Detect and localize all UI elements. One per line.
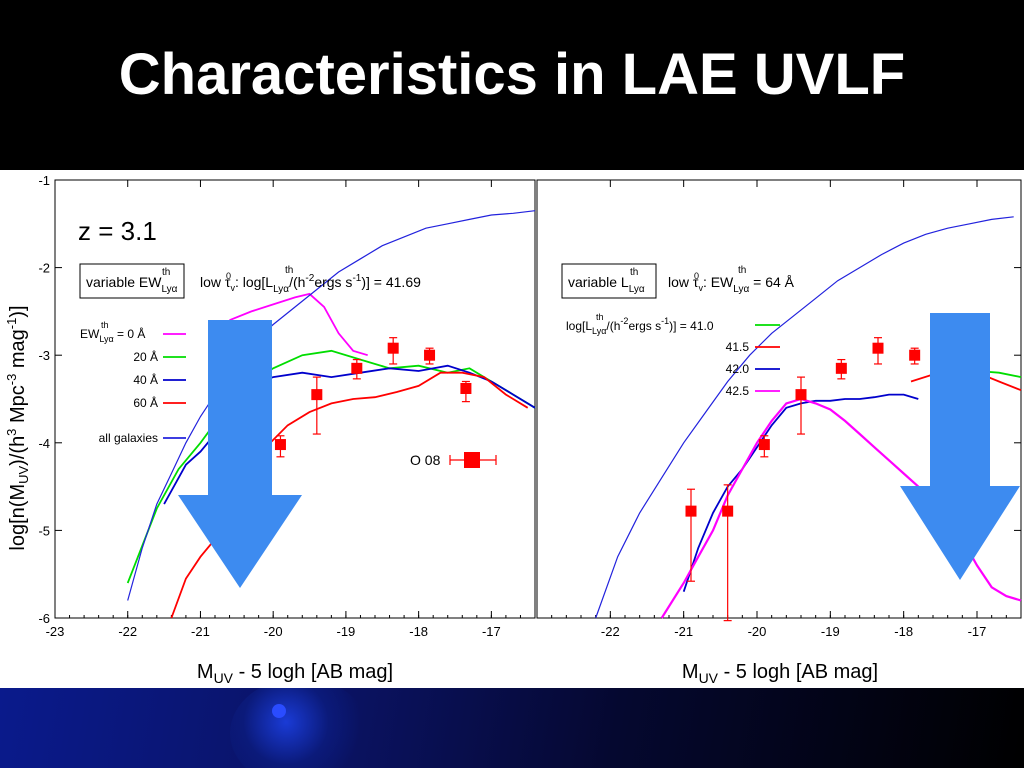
x-tick-label: -23 — [46, 624, 65, 639]
left-series-group — [126, 210, 536, 619]
x-tick-label: -19 — [337, 624, 356, 639]
right-annotation: low τv: EWLyα = 64 Å — [668, 274, 795, 295]
slide-title: Characteristics in LAE UVLF — [118, 42, 906, 107]
left-plot-frame — [54, 179, 536, 619]
left-variable-box-label: variable EWLyα — [86, 274, 178, 295]
right-plot-frame — [536, 179, 1022, 619]
legend-label: 20 Å — [133, 349, 158, 364]
legend-label: 42.0 — [726, 362, 750, 376]
right-variable-box-label: variable LLyα — [568, 274, 645, 295]
obs-marker — [909, 349, 921, 361]
series-line — [229, 292, 368, 357]
left-legend-header-sup: th — [101, 320, 109, 330]
x-tick-label: -20 — [748, 624, 767, 639]
left-variable-box — [79, 263, 185, 299]
y-tick-label: -6 — [38, 611, 50, 626]
legend-label: 42.5 — [726, 384, 750, 398]
obs-marker — [795, 389, 807, 401]
y-tick-label: -2 — [38, 261, 50, 276]
obs-legend-marker — [464, 452, 480, 468]
x-tick-label: -19 — [821, 624, 840, 639]
right-variable-box-sup: th — [630, 267, 638, 278]
obs-legend-label: O 08 — [410, 452, 441, 468]
footer-decoration — [0, 688, 1024, 768]
obs-marker — [351, 362, 363, 374]
redshift-label: z = 3.1 — [78, 216, 157, 246]
right-annotation-EW-sup: th — [738, 265, 746, 276]
left-legend: 20 Å 40 Å 60 Å all galaxies — [99, 333, 186, 445]
left-variable-box-sup: th — [162, 267, 170, 278]
obs-marker — [424, 349, 436, 361]
y-tick-label: -5 — [38, 523, 50, 538]
obs-marker — [758, 439, 770, 451]
obs-marker — [722, 505, 734, 517]
series-line — [126, 349, 536, 584]
obs-marker — [685, 505, 697, 517]
x-tick-label: -20 — [264, 624, 283, 639]
right-legend: 41.5 42.0 42.5 — [726, 324, 780, 398]
left-annotation-L-sup: th — [285, 265, 293, 276]
obs-marker — [872, 342, 884, 354]
legend-label: 40 Å — [133, 372, 158, 387]
y-axis-title: log[n(MUV)/(h3 Mpc-3 mag-1)] — [4, 305, 31, 550]
right-x-axis-title: MUV - 5 logh [AB mag] — [682, 661, 878, 686]
obs-marker — [311, 389, 323, 401]
x-tick-label: -21 — [674, 624, 693, 639]
obs-marker — [460, 382, 472, 394]
x-tick-label: -22 — [601, 624, 620, 639]
left-x-axis-title: MUV - 5 logh [AB mag] — [197, 661, 393, 686]
right-observations-group — [685, 337, 921, 622]
series-line — [595, 216, 1014, 619]
down-arrow-icon — [900, 313, 1020, 580]
right-axis-ticks: -22 -21 -20 -19 -18 -17 — [536, 179, 1022, 639]
left-legend-header: EWLyα = 0 Å — [80, 326, 145, 344]
figure-svg: log[n(MUV)/(h3 Mpc-3 mag-1)] -23 -22 -21 -2… — [4, 173, 1022, 686]
legend-label: 41.5 — [726, 340, 750, 354]
right-legend-header-sup: th — [596, 312, 604, 322]
x-tick-label: -17 — [482, 624, 501, 639]
left-axis-ticks: -23 -22 -21 -20 -19 -18 -17 -1 -2 -3 -4 -5 -6 — [38, 173, 536, 639]
left-observations-group — [274, 337, 472, 458]
y-tick-label: -4 — [38, 436, 50, 451]
footer-dot — [272, 704, 286, 718]
left-annotation: low τv: log[LLyα/(h-2ergs s-1)] = 41.69 — [200, 273, 421, 295]
obs-marker — [387, 342, 399, 354]
right-annotation-tau-sup: 0 — [694, 271, 699, 281]
down-arrow-icon — [178, 320, 302, 588]
legend-label: all galaxies — [99, 431, 158, 445]
x-tick-label: -21 — [191, 624, 210, 639]
x-tick-label: -17 — [968, 624, 987, 639]
x-tick-label: -18 — [409, 624, 428, 639]
x-tick-label: -18 — [894, 624, 913, 639]
x-tick-label: -22 — [118, 624, 137, 639]
legend-label: 60 Å — [133, 395, 158, 410]
right-legend-header: log[LLyα/(h-2ergs s-1)] = 41.0 — [566, 316, 714, 336]
y-tick-label: -1 — [38, 173, 50, 188]
obs-marker — [835, 362, 847, 374]
obs-marker — [274, 439, 286, 451]
footer-swoosh — [230, 688, 370, 768]
left-annotation-tau-sup: 0 — [226, 271, 231, 281]
figure-panel: log[n(MUV)/(h3 Mpc-3 mag-1)] -23 -22 -21 -2… — [0, 170, 1024, 688]
right-variable-box — [561, 263, 657, 299]
y-tick-label: -3 — [38, 348, 50, 363]
series-line — [127, 210, 536, 601]
